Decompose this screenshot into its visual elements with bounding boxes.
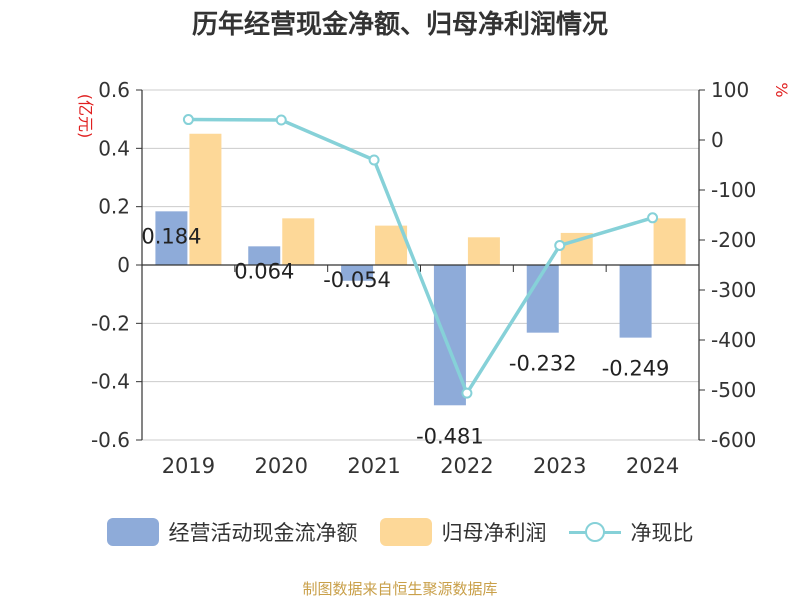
point-ratio — [461, 387, 473, 399]
point-ratio — [368, 154, 380, 166]
legend-swatch-profit — [379, 518, 432, 546]
data-label-cashflow: -0.232 — [509, 352, 577, 376]
y-left-axis-label: (亿元) — [76, 94, 95, 139]
legend-item-cashflow[interactable]: 经营活动现金流净额 — [106, 517, 358, 547]
y-left-tick-label: 0.4 — [98, 136, 130, 160]
data-label-cashflow: -0.249 — [602, 357, 670, 381]
y-right-axis-label: % — [772, 82, 791, 97]
legend-swatch-ratio — [568, 518, 621, 546]
point-ratio — [275, 114, 287, 126]
x-tick-label: 2023 — [533, 454, 586, 478]
bar-profit — [189, 133, 222, 265]
legend-label-ratio: 净现比 — [630, 521, 694, 545]
point-ratio — [554, 239, 566, 251]
legend-label-cashflow: 经营活动现金流净额 — [168, 521, 358, 545]
data-source: 制图数据来自恒生聚源数据库 — [302, 580, 498, 598]
y-right-tick-label: -400 — [711, 328, 756, 352]
chart-title: 历年经营现金净额、归母净利润情况 — [191, 10, 608, 40]
bar-cashflow — [433, 265, 466, 406]
x-tick-label: 2019 — [162, 454, 215, 478]
bar-profit — [467, 237, 500, 265]
bar-cashflow — [619, 265, 652, 338]
x-tick-label: 2021 — [347, 454, 400, 478]
bar-cashflow — [341, 265, 374, 281]
y-right-tick-label: -200 — [711, 228, 756, 252]
data-label-cashflow: -0.481 — [416, 424, 484, 448]
x-tick-label: 2020 — [255, 454, 308, 478]
y-right-tick-label: -300 — [711, 278, 756, 302]
y-left-tick-label: 0.6 — [98, 78, 130, 102]
y-left-tick-label: -0.6 — [91, 428, 130, 452]
data-label-cashflow: 0.064 — [234, 259, 294, 283]
y-left-tick-label: 0 — [117, 253, 130, 277]
bar-profit — [653, 218, 686, 265]
y-right-tick-label: -100 — [711, 178, 756, 202]
x-tick-label: 2024 — [626, 454, 679, 478]
y-left-tick-label: -0.2 — [91, 311, 130, 335]
point-ratio — [647, 212, 659, 224]
point-ratio — [182, 114, 194, 126]
legend-label-profit: 归母净利润 — [441, 521, 547, 545]
y-right-tick-label: 0 — [711, 128, 724, 152]
line-ratio — [188, 117, 654, 397]
y-right-tick-label: -600 — [711, 428, 756, 452]
bar-cashflow — [526, 265, 559, 333]
data-label-cashflow: 0.184 — [141, 224, 201, 248]
legend: 经营活动现金流净额 归母净利润 净现比 — [0, 517, 800, 547]
x-tick-label: 2022 — [440, 454, 493, 478]
legend-swatch-cashflow — [106, 518, 159, 546]
y-left-tick-label: -0.4 — [91, 370, 130, 394]
data-label-cashflow: -0.054 — [323, 268, 391, 292]
bar-cashflow — [155, 211, 188, 265]
y-left-tick-label: 0.2 — [98, 195, 130, 219]
legend-item-profit[interactable]: 归母净利润 — [379, 517, 547, 547]
bar-profit — [282, 218, 315, 265]
bar-cashflow — [248, 246, 281, 265]
y-right-tick-label: -500 — [711, 378, 756, 402]
legend-item-ratio[interactable]: 净现比 — [568, 517, 694, 547]
y-right-tick-label: 100 — [711, 78, 749, 102]
